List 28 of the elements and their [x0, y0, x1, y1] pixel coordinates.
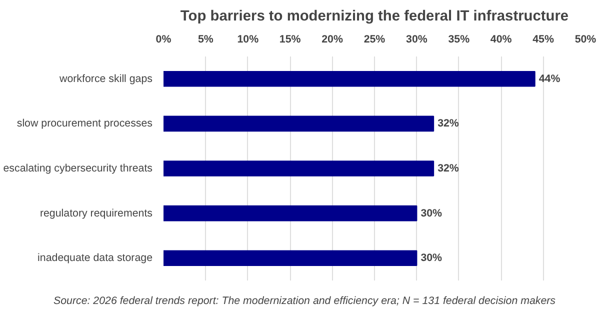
y-tick-label: workforce skill gaps: [58, 72, 153, 85]
bar: [164, 160, 434, 176]
data-label: 30%: [420, 207, 443, 220]
chart-title: Top barriers to modernizing the federal IT infrastructure: [180, 8, 569, 24]
y-tick-label: regulatory requirements: [40, 207, 153, 220]
bar: [164, 116, 434, 132]
source-note: Source: 2026 federal trends report: The modernization and efficiency era; N = 131 federal decision makers: [54, 295, 556, 307]
y-tick-label: slow procurement processes: [16, 118, 153, 130]
x-tick-label: 25%: [364, 34, 386, 46]
bar: [164, 71, 536, 87]
x-tick-label: 15%: [279, 34, 302, 46]
data-label: 44%: [538, 72, 561, 85]
x-tick-label: 50%: [574, 34, 597, 46]
x-tick-label: 40%: [490, 34, 512, 46]
y-tick-label: escalating cybersecurity threats: [3, 162, 153, 174]
x-tick-label: 5%: [198, 34, 214, 46]
y-tick-label: inadequate data storage: [38, 252, 153, 264]
data-label: 32%: [438, 118, 460, 130]
x-tick-label: 20%: [322, 34, 344, 46]
x-tick-label: 0%: [156, 34, 172, 46]
x-tick-label: 10%: [237, 34, 260, 46]
x-tick-label: 45%: [532, 34, 554, 46]
data-label: 32%: [438, 162, 460, 174]
x-tick-label: 35%: [448, 34, 470, 46]
bar: [164, 250, 418, 266]
data-label: 30%: [420, 252, 443, 264]
bar: [164, 205, 418, 222]
x-tick-label: 30%: [406, 34, 428, 46]
